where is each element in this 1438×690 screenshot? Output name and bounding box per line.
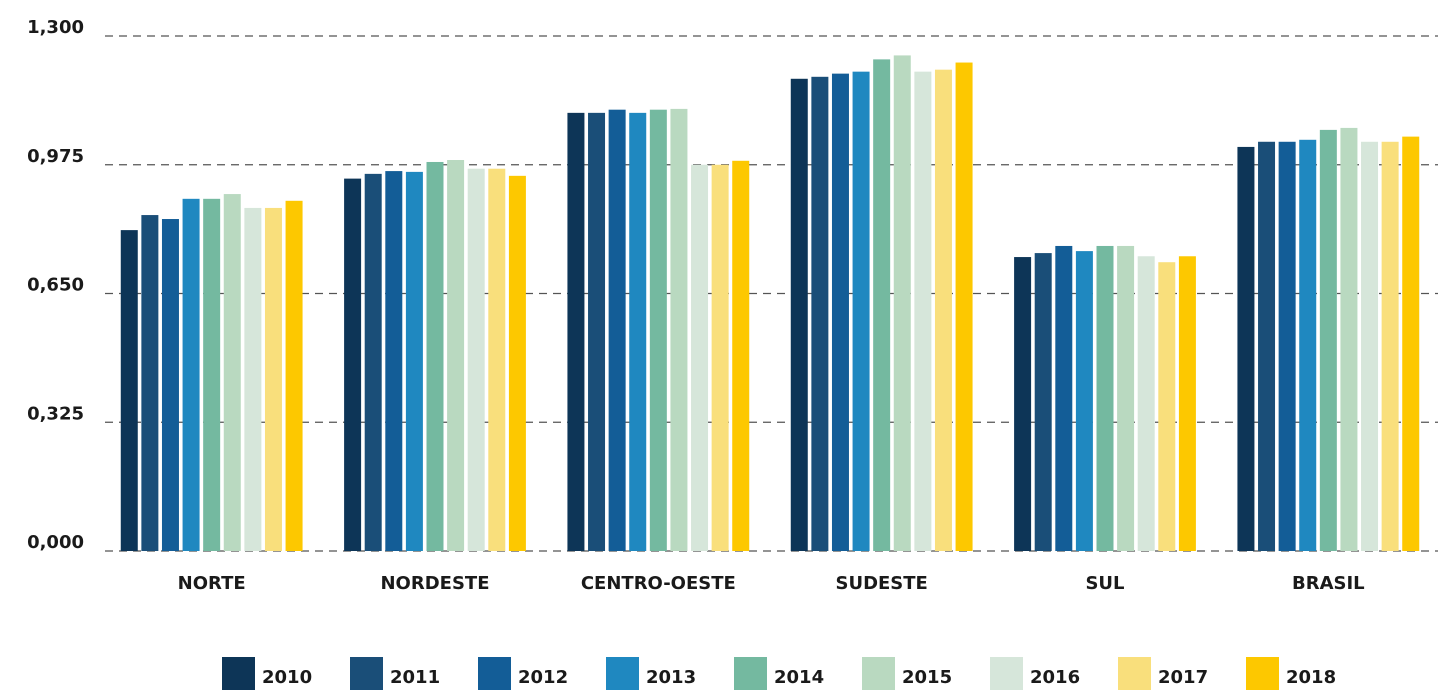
x-tick-label: NORDESTE [380,573,489,594]
bar [364,173,382,551]
bar [1299,139,1317,552]
bar [934,69,952,551]
bar [344,178,362,551]
legend-swatch [1118,657,1151,690]
legend-label: 2010 [262,667,312,688]
legend-label: 2018 [1286,667,1336,688]
legend-label: 2012 [518,667,568,688]
bar [385,171,403,552]
bar [1137,256,1155,551]
bar [1361,141,1379,551]
legend-swatch [862,657,895,690]
bar [244,207,262,551]
legend-swatch [222,657,255,690]
legend-swatch [1246,657,1279,690]
bar [1158,262,1176,551]
bar [567,112,585,551]
legend-swatch [990,657,1023,690]
bar [893,55,911,552]
bar [852,71,870,552]
bar [1319,129,1337,551]
bar [732,160,750,552]
x-tick-label: CENTRO-OESTE [581,573,736,594]
bar [1096,245,1114,551]
bar [1117,245,1135,551]
bar [141,215,159,552]
bar [488,168,506,551]
bar [588,112,606,551]
bar [467,168,485,551]
bar [161,219,179,551]
bar [691,164,709,551]
bar [1075,251,1093,551]
y-tick-label: 0,325 [27,403,84,424]
bar [203,198,221,552]
bar [508,175,526,552]
bar [873,59,891,551]
legend-swatch [606,657,639,690]
legend-swatch [734,657,767,690]
legend-label: 2015 [902,667,952,688]
bar [608,109,626,551]
legend-label: 2017 [1158,667,1208,688]
bar [405,171,423,551]
x-tick-label: SUDESTE [835,573,927,594]
bar [1237,146,1255,551]
bar [790,78,808,552]
x-tick-label: NORTE [178,573,246,594]
y-tick-label: 0,000 [27,532,84,553]
bar [914,71,932,552]
bar [711,164,729,551]
bar [1340,127,1358,552]
legend-swatch [478,657,511,690]
bar [831,73,849,551]
bar [811,76,829,552]
bar [955,62,973,552]
x-tick-label: BRASIL [1292,573,1365,594]
y-tick-label: 0,975 [27,146,84,167]
bar [1402,136,1420,551]
legend-label: 2016 [1030,667,1080,688]
bar [447,159,465,551]
legend-swatch [350,657,383,690]
bar [285,200,303,552]
bar [223,194,241,552]
bar [1278,141,1296,551]
bar [629,112,647,551]
bar [120,230,138,551]
legend-label: 2013 [646,667,696,688]
legend-label: 2011 [390,667,440,688]
bar [426,161,444,551]
x-tick-label: SUL [1085,573,1124,594]
y-tick-label: 1,300 [27,17,84,38]
bar [1034,253,1052,552]
bar [670,108,688,552]
bar [1055,245,1073,551]
legend-label: 2014 [774,667,824,688]
bar [1178,256,1196,551]
bar [264,207,282,551]
bar [1381,141,1399,551]
bar [182,198,200,552]
bar [649,109,667,551]
y-tick-label: 0,650 [27,275,84,296]
bar [1258,141,1276,551]
bar [1014,257,1032,551]
